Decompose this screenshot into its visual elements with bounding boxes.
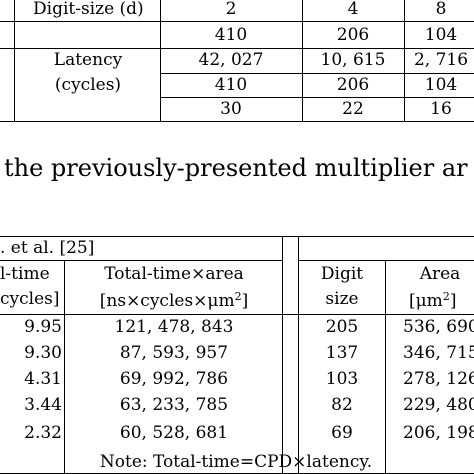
- rule: [0, 21, 474, 22]
- rule: [160, 0, 161, 122]
- table-cell: 104: [424, 25, 458, 45]
- table-cell: 410: [214, 25, 248, 45]
- table-cell: 30: [220, 99, 242, 119]
- table-cell: 137: [325, 343, 359, 363]
- table-cell: 9.30: [24, 343, 62, 363]
- table-cell: 69, 992, 786: [119, 369, 229, 389]
- table-cell: 206, 198: [403, 423, 474, 443]
- rule: [298, 260, 474, 261]
- col-header-total-time-area-unit: [ns×cycles×μm2]: [99, 290, 249, 311]
- col-header-digit: Digit: [320, 264, 364, 284]
- group-header: . et al. [25]: [0, 238, 95, 258]
- table-cell: 229, 480: [403, 395, 474, 415]
- table-cell: 9.95: [24, 317, 62, 337]
- col-header-digit-size: size: [325, 289, 359, 309]
- col-header-time: l-time: [0, 264, 50, 284]
- table-cell: 3.44: [24, 395, 62, 415]
- col-header-time-unit: cycles]: [0, 289, 60, 309]
- table-caption: the previously-presented multiplier ar: [4, 154, 468, 182]
- table-cell: 87, 593, 957: [119, 343, 229, 363]
- table-cell: 121, 478, 843: [114, 317, 234, 337]
- digit-size-2: 2: [225, 0, 237, 19]
- table-cell: 22: [342, 99, 364, 119]
- latency-label: Latency: [53, 50, 123, 70]
- table-cell: 2.32: [24, 423, 62, 443]
- table-cell: 104: [424, 75, 458, 95]
- table-cell: 10, 615: [320, 50, 386, 70]
- digit-size-4: 4: [347, 0, 359, 19]
- col-header-area: Area: [419, 264, 461, 284]
- table-cell: 536, 690: [403, 317, 474, 337]
- table-cell: 16: [430, 99, 452, 119]
- rule: [0, 236, 474, 237]
- rule: [0, 314, 474, 315]
- cycles-label: (cycles): [54, 75, 122, 95]
- table-cell: 410: [214, 75, 248, 95]
- table-cell: 60, 528, 681: [119, 423, 229, 443]
- rule: [160, 73, 474, 74]
- digit-size-8: 8: [435, 0, 447, 19]
- table-cell: 82: [331, 395, 353, 415]
- rule: [302, 0, 303, 122]
- table-cell: 42, 027: [198, 50, 264, 70]
- col-header-area-unit: [μm2]: [409, 290, 457, 311]
- table-cell: 346, 715: [403, 343, 474, 363]
- table-cell: 63, 233, 785: [119, 395, 229, 415]
- table-cell: 69: [331, 423, 353, 443]
- rule: [385, 260, 386, 474]
- rule: [282, 236, 283, 474]
- table-cell: 206: [336, 75, 370, 95]
- table-cell: 103: [325, 369, 359, 389]
- rule: [0, 48, 474, 49]
- col-header-total-time-area: Total-time×area: [104, 264, 244, 284]
- table-cell: 206: [336, 25, 370, 45]
- rule: [404, 0, 405, 122]
- table-cell: 2, 716: [413, 50, 469, 70]
- table-cell: 205: [325, 317, 359, 337]
- rule: [0, 121, 474, 122]
- rule: [0, 260, 282, 261]
- table-cell: 4.31: [24, 369, 62, 389]
- digit-size-label: Digit-size (d): [33, 0, 144, 19]
- rule: [14, 0, 15, 122]
- rule: [298, 236, 299, 474]
- table-cell: 278, 126: [403, 369, 474, 389]
- rule: [64, 260, 65, 474]
- rule: [160, 97, 474, 98]
- table-note: Note: Total-time=CPD×latency.: [99, 452, 373, 472]
